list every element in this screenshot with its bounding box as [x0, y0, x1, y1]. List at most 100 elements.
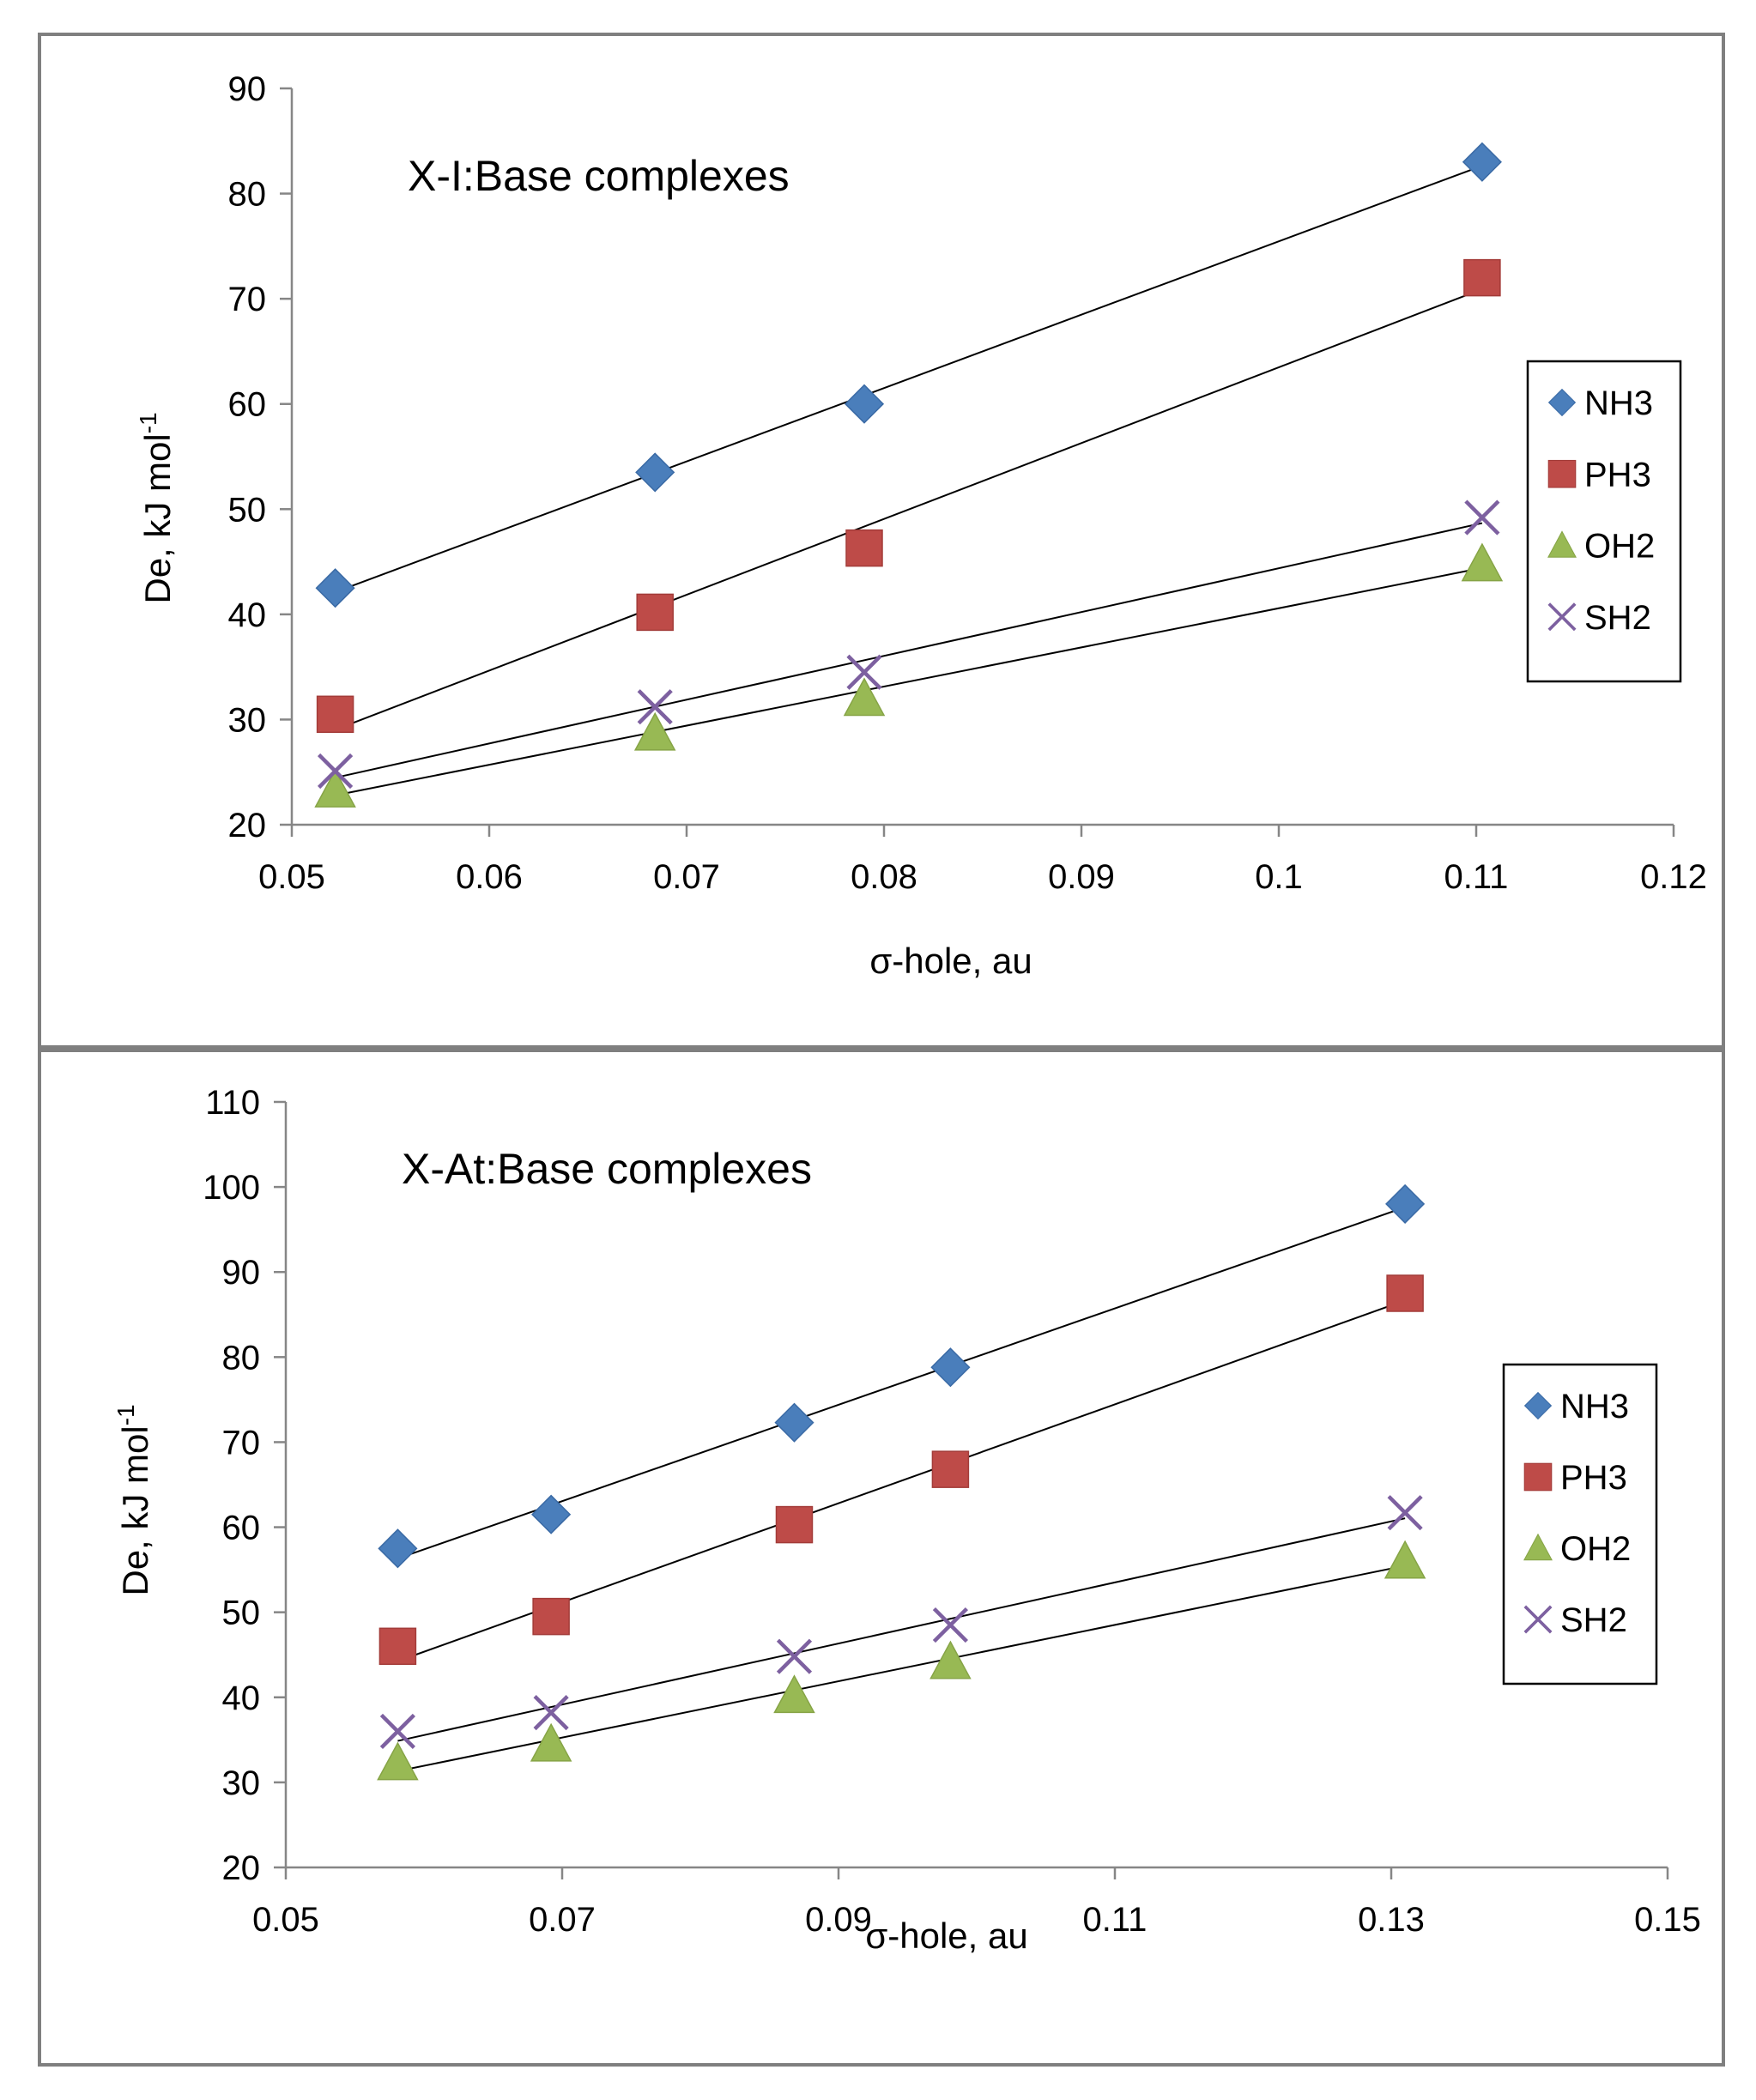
legend-marker-oh2 — [1547, 530, 1577, 558]
y-tick-label: 60 — [228, 386, 267, 424]
legend-label: OH2 — [1560, 1530, 1631, 1568]
y-tick-label: 90 — [222, 1254, 261, 1292]
data-point-sh2 — [776, 1638, 813, 1674]
data-point-sh2 — [533, 1695, 569, 1731]
x-tick-label: 0.09 — [805, 1901, 872, 1939]
data-point-nh3 — [844, 384, 885, 424]
chart-title: X-At:Base complexes — [402, 1145, 812, 1193]
y-axis-title-main: De, kJ mol — [115, 1425, 155, 1595]
y-tick-label: 40 — [228, 596, 267, 634]
data-point-ph3 — [1463, 258, 1501, 297]
x-tick-label: 0.11 — [1083, 1901, 1147, 1939]
x-tick-label: 0.13 — [1358, 1901, 1425, 1939]
trendline-nh3 — [335, 165, 1483, 593]
legend-box — [1502, 1363, 1658, 1685]
data-point-nh3 — [774, 1402, 814, 1443]
y-tick-label: 80 — [222, 1339, 261, 1377]
data-point-sh2 — [846, 654, 882, 690]
legend-item-ph3: PH3 — [1523, 1459, 1627, 1497]
data-point-ph3 — [316, 695, 354, 734]
x-tick-label: 0.05 — [258, 858, 325, 896]
y-tick-label: 40 — [222, 1679, 261, 1717]
trendline-nh3 — [397, 1206, 1406, 1560]
data-point-sh2 — [318, 753, 354, 790]
data-point-oh2 — [530, 1722, 572, 1762]
legend-marker-nh3 — [1523, 1391, 1553, 1420]
y-tick-label: 30 — [228, 701, 267, 739]
legend-marker-ph3 — [1523, 1462, 1553, 1492]
trendline-oh2 — [335, 566, 1483, 796]
data-point-oh2 — [314, 768, 356, 808]
legend-item-oh2: OH2 — [1547, 528, 1655, 566]
data-point-nh3 — [531, 1494, 572, 1534]
y-tick-label: 20 — [222, 1849, 261, 1887]
data-point-ph3 — [378, 1627, 417, 1666]
data-point-ph3 — [775, 1505, 814, 1544]
y-tick-label: 50 — [222, 1595, 261, 1632]
data-point-oh2 — [1461, 542, 1504, 582]
y-tick-label: 60 — [222, 1510, 261, 1547]
chart-title: X-I:Base complexes — [408, 152, 790, 200]
trendline-oh2 — [397, 1564, 1406, 1772]
data-point-sh2 — [1464, 499, 1500, 536]
data-point-oh2 — [633, 711, 676, 751]
data-point-sh2 — [637, 689, 673, 725]
data-point-oh2 — [773, 1674, 815, 1714]
x-tick-label: 0.15 — [1634, 1901, 1701, 1939]
legend-item-sh2: SH2 — [1523, 1601, 1627, 1639]
data-point-sh2 — [1387, 1495, 1423, 1531]
data-point-oh2 — [929, 1640, 972, 1679]
scatter-chart-x-i: 20 30 40 50 60 70 80 90 0.05 0.06 0.07 0.08 0.09 0.1 0… — [135, 70, 1707, 981]
legend-marker-nh3 — [1547, 388, 1577, 417]
data-point-nh3 — [378, 1528, 418, 1569]
x-tick-label: 0.1 — [1255, 858, 1303, 896]
data-point-ph3 — [532, 1597, 570, 1636]
x-axis-title: σ-hole, au — [869, 941, 1032, 981]
legend-label: PH3 — [1560, 1459, 1627, 1497]
scatter-chart-x-at: 20 30 40 50 60 70 80 90 100 110 0.05 0.07 0.09 0.11 0.… — [112, 1084, 1701, 1956]
x-tick-label: 0.11 — [1444, 858, 1509, 896]
x-tick-label: 0.07 — [529, 1901, 596, 1939]
legend-box — [1526, 360, 1682, 683]
legend-item-oh2: OH2 — [1523, 1530, 1631, 1568]
y-tick-label: 90 — [228, 70, 267, 108]
y-tick-label: 20 — [228, 807, 267, 844]
trendline-ph3 — [335, 288, 1483, 731]
legend-label: NH3 — [1584, 384, 1653, 422]
legend-marker-sh2 — [1523, 1605, 1553, 1634]
y-axis-title: De, kJ mol-1 — [112, 1404, 155, 1595]
data-point-nh3 — [930, 1347, 971, 1388]
x-tick-label: 0.08 — [851, 858, 917, 896]
legend-label: SH2 — [1584, 599, 1651, 637]
data-point-nh3 — [1385, 1183, 1426, 1224]
legend-marker-ph3 — [1547, 459, 1577, 488]
y-tick-label: 110 — [205, 1084, 260, 1122]
legend-label: NH3 — [1560, 1388, 1629, 1425]
legend-label: SH2 — [1560, 1601, 1627, 1639]
x-tick-label: 0.06 — [456, 858, 523, 896]
trendline-sh2 — [335, 522, 1483, 779]
data-point-ph3 — [845, 529, 883, 567]
chart-panel-x-i: 20 30 40 50 60 70 80 90 0.05 0.06 0.07 0.08 0.09 0.1 0… — [38, 33, 1725, 1049]
y-tick-label: 70 — [228, 281, 267, 318]
data-point-ph3 — [636, 593, 674, 632]
y-axis-title: De, kJ mol-1 — [135, 412, 178, 603]
data-point-sh2 — [932, 1607, 969, 1643]
legend-marker-oh2 — [1523, 1533, 1553, 1561]
y-axis-title-main: De, kJ mol — [137, 433, 178, 603]
y-tick-label: 50 — [228, 491, 267, 529]
y-tick-label: 30 — [222, 1764, 261, 1802]
x-tick-label: 0.09 — [1048, 858, 1115, 896]
x-tick-label: 0.12 — [1640, 858, 1707, 896]
data-point-sh2 — [379, 1713, 416, 1750]
legend-label: PH3 — [1584, 456, 1651, 493]
y-tick-label: 80 — [228, 176, 267, 214]
y-tick-label: 70 — [222, 1424, 261, 1462]
chart-panel-x-at: 20 30 40 50 60 70 80 90 100 110 0.05 0.07 0.09 0.11 0.… — [38, 1049, 1725, 2067]
data-point-oh2 — [377, 1741, 419, 1781]
y-tick-label: 100 — [203, 1169, 260, 1207]
x-tick-label: 0.07 — [653, 858, 720, 896]
legend-item-nh3: NH3 — [1547, 384, 1653, 422]
legend-item-nh3: NH3 — [1523, 1388, 1629, 1425]
x-tick-label: 0.05 — [252, 1901, 319, 1939]
